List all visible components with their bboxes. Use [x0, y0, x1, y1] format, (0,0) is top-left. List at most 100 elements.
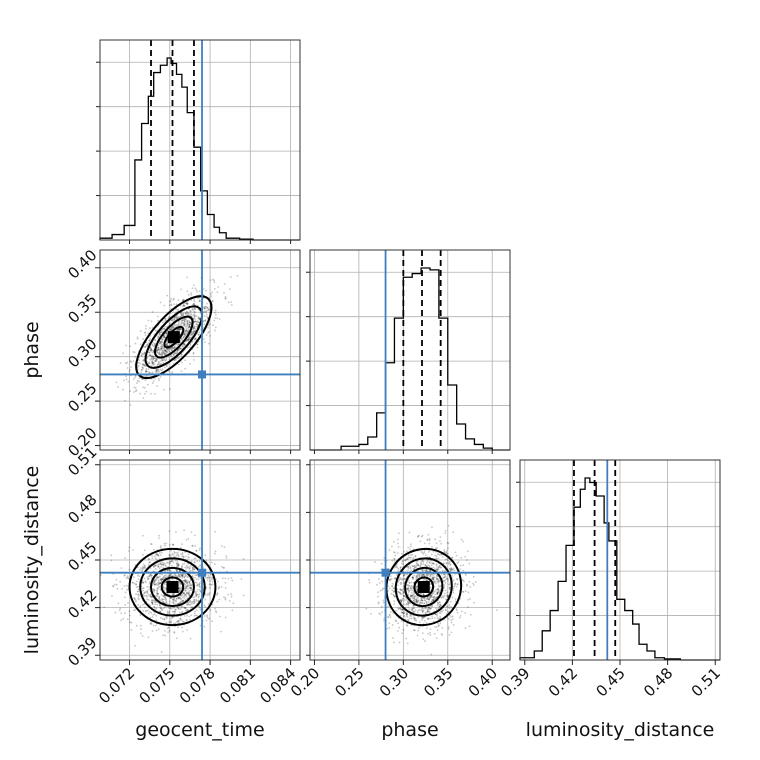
sample-point [136, 574, 139, 577]
sample-point [392, 590, 395, 593]
contour-0.5 [160, 576, 185, 598]
sample-point [183, 576, 186, 579]
sample-point [161, 341, 163, 343]
sample-point [155, 553, 157, 556]
sample-point [170, 326, 173, 329]
sample-point [411, 576, 414, 579]
sample-point [172, 324, 175, 327]
sample-point [170, 560, 173, 563]
sample-point [195, 289, 198, 292]
sample-point [388, 622, 391, 625]
sample-point [141, 369, 143, 372]
sample-point [197, 596, 200, 599]
sample-point [151, 362, 154, 365]
sample-point [425, 602, 428, 605]
sample-point [438, 585, 440, 588]
sample-point [202, 287, 205, 290]
sample-point [183, 333, 186, 336]
sample-point [189, 569, 192, 572]
sample-point [444, 529, 447, 532]
sample-point [421, 551, 424, 554]
sample-point [142, 610, 145, 612]
sample-point [171, 593, 174, 596]
sample-point [168, 543, 171, 546]
sample-point [138, 598, 140, 601]
sample-point [161, 609, 164, 612]
sample-point [415, 560, 418, 563]
sample-point [185, 609, 187, 612]
sample-point [176, 349, 179, 352]
sample-point [394, 565, 397, 567]
sample-point [417, 564, 419, 567]
sample-point [197, 334, 200, 336]
sample-point [110, 559, 113, 562]
sample-point [159, 347, 162, 350]
sample-point [142, 553, 144, 556]
sample-point [162, 607, 165, 610]
sample-point [186, 614, 188, 617]
sample-point [129, 345, 132, 348]
sample-point [180, 598, 183, 600]
sample-point [160, 341, 162, 344]
sample-point [396, 563, 398, 566]
sample-point [211, 300, 214, 303]
sample-point [388, 579, 391, 581]
sample-point [410, 595, 413, 598]
sample-point [194, 320, 197, 323]
sample-point [433, 617, 436, 619]
sample-point [462, 590, 465, 593]
sample-point [391, 559, 394, 562]
sample-point [190, 322, 193, 324]
sample-point [155, 369, 158, 372]
sample-point [177, 563, 180, 566]
sample-point [213, 288, 216, 290]
sample-point [190, 584, 193, 587]
sample-point [427, 610, 430, 613]
sample-point [186, 338, 189, 341]
sample-point [151, 382, 154, 385]
sample-point [406, 593, 409, 596]
sample-point [437, 622, 439, 625]
sample-point [188, 604, 191, 607]
sample-point [422, 638, 425, 641]
sample-point [413, 564, 416, 567]
sample-point [172, 353, 175, 355]
sample-point [167, 356, 170, 358]
sample-point [446, 596, 449, 598]
sample-point [162, 634, 165, 636]
sample-point [177, 565, 180, 567]
sample-point [185, 586, 187, 589]
sample-point [419, 621, 421, 624]
sample-point [143, 577, 146, 580]
sample-point [207, 574, 210, 577]
sample-point [439, 612, 442, 615]
sample-point [423, 616, 426, 618]
sample-point [393, 603, 395, 606]
sample-point [180, 320, 183, 323]
sample-point [189, 336, 191, 339]
sample-point [428, 542, 431, 545]
sample-point [149, 623, 152, 625]
sample-point [439, 606, 441, 608]
sample-point [472, 575, 475, 578]
sample-point [417, 574, 420, 577]
sample-point [149, 542, 152, 545]
sample-point [165, 351, 168, 354]
sample-point [435, 557, 438, 560]
sample-point [402, 563, 405, 566]
sample-point [177, 348, 180, 351]
sample-point [450, 619, 452, 622]
sample-point [216, 580, 219, 583]
sample-point [185, 329, 188, 332]
sample-point [190, 564, 193, 567]
sample-point [152, 624, 155, 627]
sample-point [150, 392, 152, 395]
sample-point [180, 600, 183, 603]
sample-point [165, 617, 168, 620]
sample-point [180, 574, 183, 577]
sample-point [400, 611, 403, 614]
sample-point [150, 576, 153, 579]
grid-1-1 [310, 250, 510, 450]
sample-point [162, 341, 164, 344]
sample-point [415, 576, 418, 579]
